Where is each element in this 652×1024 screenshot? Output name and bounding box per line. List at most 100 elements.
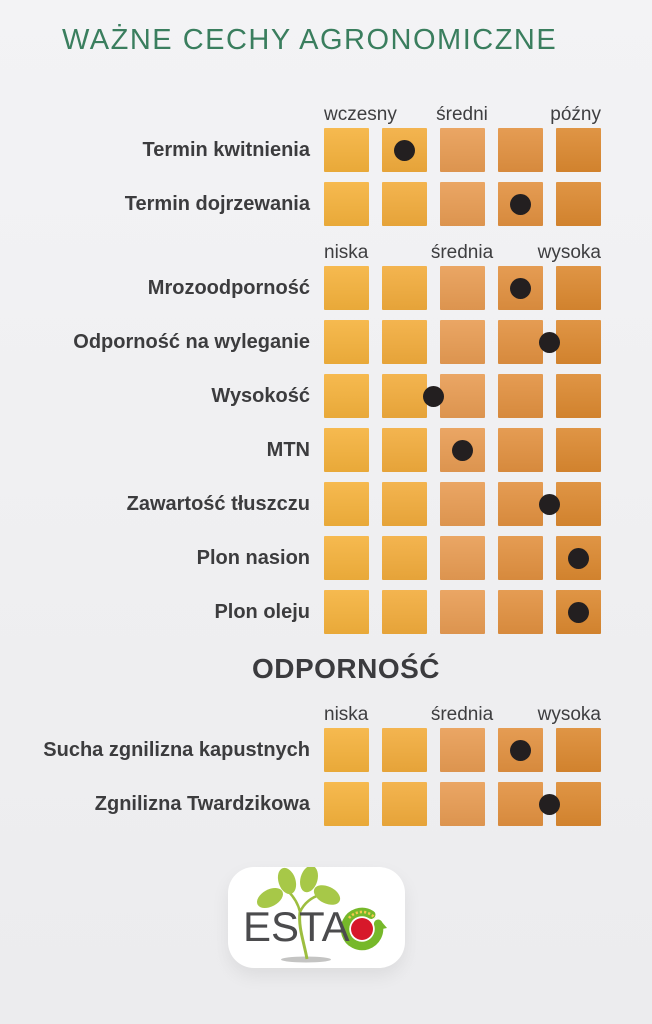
rating-cell xyxy=(382,320,427,364)
rating-dot xyxy=(509,193,531,215)
rating-cell xyxy=(382,266,427,310)
feature-row: Plon oleju xyxy=(0,590,652,634)
rating-cell xyxy=(440,128,485,172)
rating-cell xyxy=(382,590,427,634)
feature-row: Zawartość tłuszczu xyxy=(0,482,652,526)
resistance-section-title: ODPORNOŚĆ xyxy=(251,653,441,684)
feature-label: Zgnilizna Twardzikowa xyxy=(94,792,310,815)
rating-cells xyxy=(324,266,601,310)
rating-cell xyxy=(440,728,485,772)
rating-dot xyxy=(509,739,531,761)
rating-cell xyxy=(440,266,485,310)
rating-cells xyxy=(324,182,601,226)
rating-cell xyxy=(382,536,427,580)
rating-cell xyxy=(324,590,369,634)
feature-label: Plon oleju xyxy=(214,600,310,623)
feature-row: Odporność na wyleganie xyxy=(0,320,652,364)
rating-cell xyxy=(440,482,485,526)
rating-cell xyxy=(556,182,601,226)
rating-dot xyxy=(538,493,560,515)
rating-cell xyxy=(498,428,543,472)
rating-cell xyxy=(324,728,369,772)
rating-dot xyxy=(393,139,415,161)
rating-cell xyxy=(382,428,427,472)
scale-label: późny xyxy=(550,104,601,125)
rating-cell xyxy=(556,482,601,526)
feature-label: Sucha zgnilizna kapustnych xyxy=(43,738,310,761)
rating-cell xyxy=(556,320,601,364)
rating-cell xyxy=(440,536,485,580)
esta-logo xyxy=(257,867,387,963)
rating-cell xyxy=(498,182,543,226)
rating-cell xyxy=(324,266,369,310)
rating-dot xyxy=(538,793,560,815)
scale-label: średni xyxy=(436,104,488,125)
feature-row: Termin dojrzewania xyxy=(0,182,652,226)
feature-row: Sucha zgnilizna kapustnych xyxy=(0,728,652,772)
rating-cell xyxy=(382,482,427,526)
chart-section: niska średnia wysoka Mrozoodporność Odpornoś… xyxy=(0,236,652,634)
rating-cell xyxy=(382,182,427,226)
rating-cell xyxy=(324,374,369,418)
rating-cell xyxy=(498,782,543,826)
rating-cell xyxy=(440,782,485,826)
rating-cell xyxy=(498,320,543,364)
rating-cell xyxy=(440,428,485,472)
feature-label: Mrozoodporność xyxy=(147,276,310,299)
logo-card: ESTA xyxy=(228,867,405,968)
rating-cell xyxy=(440,374,485,418)
scale-label: wysoka xyxy=(537,242,601,263)
feature-row: Mrozoodporność xyxy=(0,266,652,310)
feature-label: MTN xyxy=(266,438,310,461)
scale-header: niska średnia wysoka xyxy=(0,698,652,728)
rating-cell xyxy=(324,782,369,826)
rating-cell xyxy=(324,482,369,526)
rating-cell xyxy=(498,482,543,526)
scale-header: wczesny średni późny xyxy=(0,98,652,128)
scale-label: wysoka xyxy=(537,704,601,725)
rating-cells xyxy=(324,320,601,364)
rating-cell xyxy=(382,782,427,826)
scale-label: wczesny xyxy=(324,104,397,125)
rating-cell xyxy=(556,374,601,418)
rating-dot xyxy=(451,439,473,461)
feature-row: Termin kwitnienia xyxy=(0,128,652,172)
rating-cell xyxy=(324,536,369,580)
feature-label: Termin dojrzewania xyxy=(124,192,310,215)
rating-cell xyxy=(440,320,485,364)
feature-row: Plon nasion xyxy=(0,536,652,580)
scale-label: niska xyxy=(324,704,369,725)
ratings-chart: wczesny średni późny Termin kwitnienia Termi… xyxy=(0,98,652,836)
seal-icon xyxy=(340,907,387,951)
page-title: WAŻNE CECHY AGRONOMICZNE xyxy=(62,24,558,56)
rating-cells xyxy=(324,782,601,826)
rating-cell xyxy=(324,428,369,472)
feature-label: Wysokość xyxy=(211,384,310,407)
rating-cell xyxy=(324,128,369,172)
feature-label: Termin kwitnienia xyxy=(142,138,310,161)
rating-cells xyxy=(324,482,601,526)
rating-cells xyxy=(324,428,601,472)
rating-cells xyxy=(324,128,601,172)
rating-dot xyxy=(509,277,531,299)
rating-dot xyxy=(538,331,560,353)
rating-cell xyxy=(382,374,427,418)
esta-wordmark: ESTA xyxy=(243,903,350,950)
rating-cells xyxy=(324,590,601,634)
chart-section: ODPORNOŚĆ niska średnia wysoka Sucha zgniliz… xyxy=(0,652,652,826)
rating-dot xyxy=(422,385,444,407)
rating-dot xyxy=(567,601,589,623)
rating-cell xyxy=(324,182,369,226)
rating-cell xyxy=(498,128,543,172)
rating-cells xyxy=(324,374,601,418)
feature-label: Odporność na wyleganie xyxy=(73,330,310,353)
scale-label: średnia xyxy=(430,704,494,725)
chart-section: wczesny średni późny Termin kwitnienia Termi… xyxy=(0,98,652,226)
feature-row: MTN xyxy=(0,428,652,472)
rating-cell xyxy=(556,266,601,310)
feature-row: Zgnilizna Twardzikowa xyxy=(0,782,652,826)
rating-cell xyxy=(324,320,369,364)
feature-row: Wysokość xyxy=(0,374,652,418)
feature-label: Zawartość tłuszczu xyxy=(126,492,310,515)
